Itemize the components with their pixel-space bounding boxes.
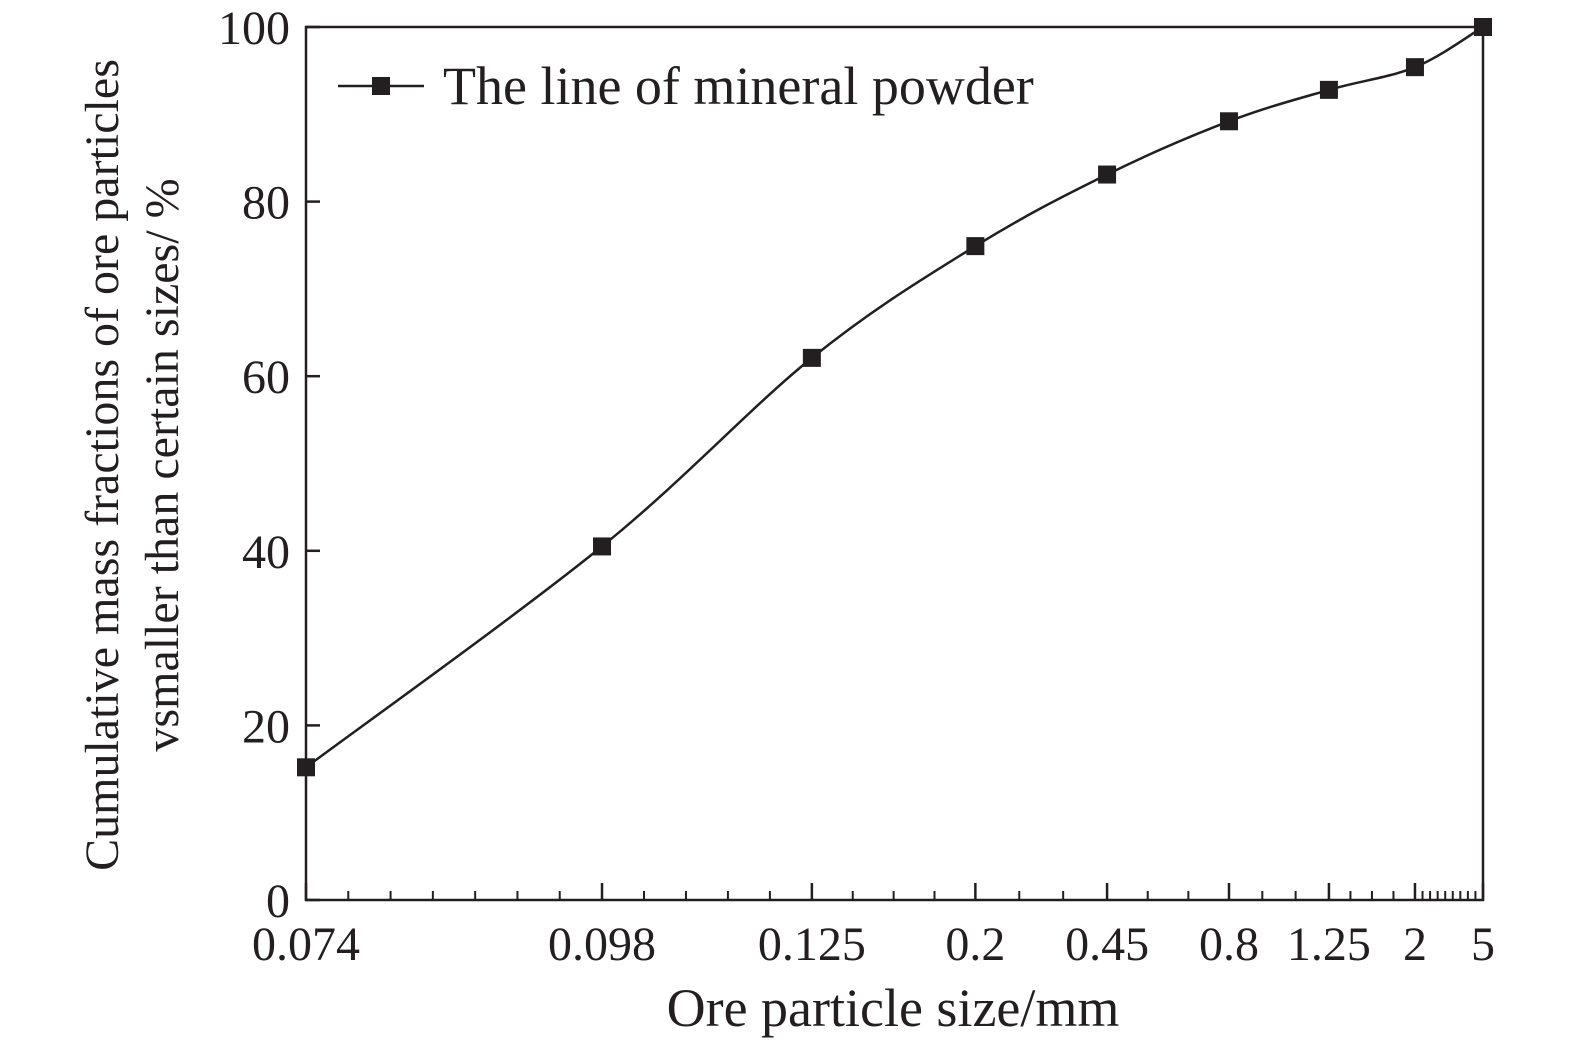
x-tick-label-5: 5 bbox=[1471, 918, 1495, 971]
legend-label: The line of mineral powder bbox=[443, 56, 1034, 116]
x-tick-label-0.074: 0.074 bbox=[252, 918, 360, 971]
y-tick-label-60: 60 bbox=[242, 351, 290, 404]
data-point-0.8 bbox=[1220, 112, 1239, 131]
x-tick-label-2: 2 bbox=[1403, 918, 1427, 971]
data-point-2 bbox=[1405, 58, 1424, 77]
plot-frame bbox=[304, 25, 1485, 902]
data-point-5 bbox=[1474, 18, 1492, 36]
y-tick-label-100: 100 bbox=[218, 2, 290, 55]
data-point-0.2 bbox=[966, 237, 985, 256]
data-point-0.125 bbox=[802, 348, 821, 367]
data-point-0.074 bbox=[297, 758, 315, 777]
y-tick-label-0: 0 bbox=[266, 875, 290, 928]
data-point-0.45 bbox=[1098, 165, 1117, 184]
y-tick-label-40: 40 bbox=[242, 526, 290, 579]
x-axis-label: Ore particle size/mm bbox=[667, 978, 1120, 1038]
x-tick-label-0.45: 0.45 bbox=[1065, 918, 1149, 971]
x-tick-label-0.2: 0.2 bbox=[945, 918, 1005, 971]
plot-frame-group bbox=[304, 25, 1485, 902]
legend-marker-sample bbox=[372, 77, 390, 95]
series-group bbox=[297, 18, 1492, 777]
x-tick-label-0.8: 0.8 bbox=[1199, 918, 1259, 971]
y-axis-label-line-1: Cumulative mass fractions of ore particl… bbox=[76, 59, 129, 871]
legend: The line of mineral powder bbox=[338, 56, 1034, 116]
y-axis-label: Cumulative mass fractions of ore particl… bbox=[76, 59, 189, 871]
y-axis-ticks: 0 20 40 60 80 100 bbox=[218, 2, 320, 928]
series-line-0 bbox=[305, 25, 1484, 769]
x-tick-label-0.125: 0.125 bbox=[758, 918, 866, 971]
x-axis-ticks: 0.074 0.098 0.125 0.2 0.45 0.8 1.25 2 5 bbox=[252, 883, 1495, 971]
x-tick-label-1.25: 1.25 bbox=[1287, 918, 1371, 971]
y-tick-label-80: 80 bbox=[242, 177, 290, 230]
y-axis-label-line-2: vsmaller than certain sizes/ % bbox=[136, 178, 189, 751]
data-point-0.098 bbox=[593, 537, 612, 556]
y-tick-label-20: 20 bbox=[242, 700, 290, 753]
x-tick-label-0.098: 0.098 bbox=[548, 918, 656, 971]
data-point-1.25 bbox=[1319, 80, 1338, 99]
